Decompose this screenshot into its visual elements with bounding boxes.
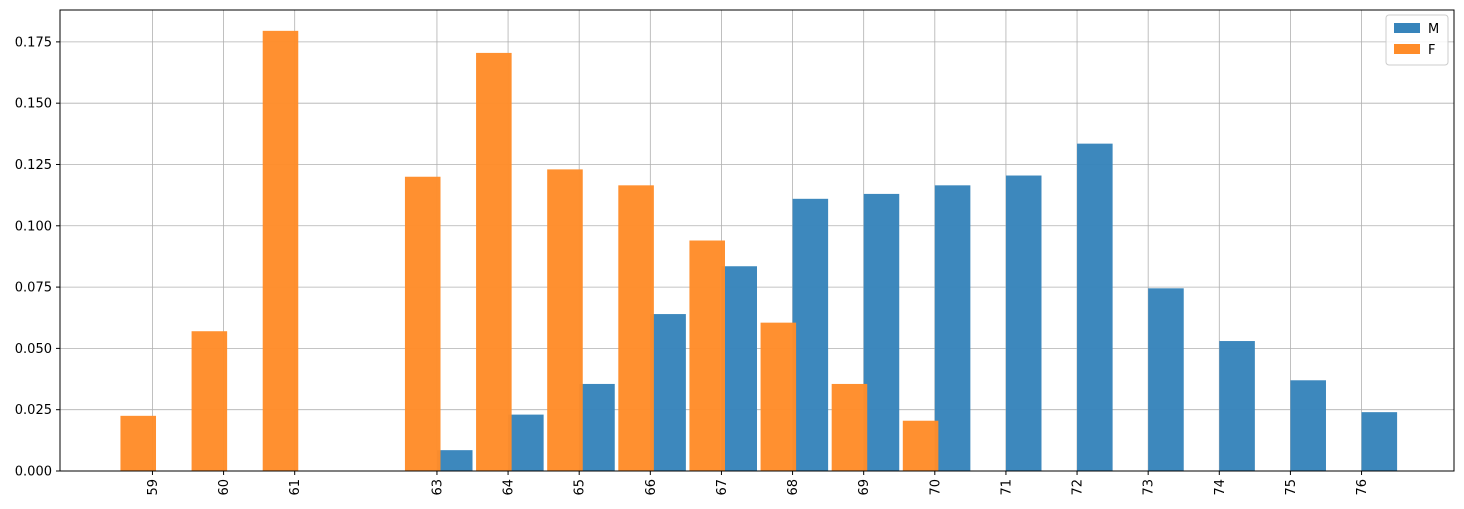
bar-M-66 (650, 314, 686, 471)
bar-F-68 (760, 322, 797, 471)
y-tick-label: 0.150 (15, 97, 52, 112)
x-tick-label: 63 (430, 479, 445, 496)
x-tick-label: 75 (1284, 479, 1299, 496)
bar-M-72 (1077, 143, 1113, 471)
bar-M-75 (1290, 380, 1326, 471)
plot-frame (59, 9, 1455, 472)
y-tick-label: 0.125 (15, 158, 52, 173)
legend-swatch-M (1394, 23, 1420, 33)
bar-F-64 (476, 52, 512, 472)
bar-M-74 (1219, 341, 1255, 471)
bar-F-61 (262, 30, 299, 472)
legend-label-M: M (1428, 22, 1439, 37)
x-tick-label: 60 (217, 479, 232, 496)
bar-M-69 (863, 193, 900, 471)
bar-M-70 (934, 185, 971, 471)
x-tick-label: 68 (786, 479, 801, 496)
y-tick-label: 0.025 (15, 403, 52, 418)
bar-M-73 (1148, 288, 1184, 471)
x-tick-label: 69 (857, 479, 872, 496)
x-axis: 59 60 61 63 64 65 66 67 68 69 70 71 72 73 74 75 76 (146, 471, 1370, 496)
x-tick-label: 61 (288, 479, 303, 496)
x-tick-label: 71 (999, 479, 1014, 496)
bars (120, 30, 1398, 472)
bar-F-60 (191, 331, 228, 471)
bar-M-63 (436, 450, 473, 471)
x-tick-label: 72 (1071, 479, 1086, 496)
bar-M-76 (1361, 412, 1398, 471)
y-tick-label: 0.050 (15, 342, 52, 357)
y-axis: 0.000 0.025 0.050 0.075 0.100 0.125 0.150 0.175 (15, 35, 60, 480)
bar-M-65 (579, 383, 615, 471)
bar-F-65 (547, 169, 583, 471)
bar-F-69 (831, 383, 868, 471)
legend-label-F: F (1428, 43, 1435, 58)
x-tick-label: 74 (1213, 479, 1228, 496)
y-tick-label: 0.075 (15, 281, 52, 296)
y-tick-label: 0.100 (15, 219, 52, 234)
y-tick-label: 0.000 (15, 465, 52, 480)
legend: MF (1385, 14, 1449, 66)
bar-F-63 (404, 176, 441, 471)
y-tick-label: 0.175 (15, 35, 52, 50)
bar-M-67 (721, 266, 757, 471)
bar-M-71 (1005, 175, 1042, 471)
legend-swatch-F (1394, 44, 1420, 54)
x-tick-label: 64 (502, 479, 517, 496)
bar-F-66 (618, 185, 654, 471)
x-tick-label: 73 (1142, 479, 1157, 496)
x-tick-label: 59 (146, 479, 161, 496)
bar-F-59 (120, 415, 157, 471)
bar-F-70 (902, 420, 939, 471)
x-tick-label: 70 (928, 479, 943, 496)
x-tick-label: 67 (715, 479, 730, 496)
bar-M-68 (792, 198, 829, 471)
x-tick-label: 66 (644, 479, 659, 496)
x-tick-label: 76 (1355, 479, 1370, 496)
bar-F-67 (689, 240, 725, 471)
bar-M-64 (508, 414, 544, 471)
x-tick-label: 65 (573, 479, 588, 496)
